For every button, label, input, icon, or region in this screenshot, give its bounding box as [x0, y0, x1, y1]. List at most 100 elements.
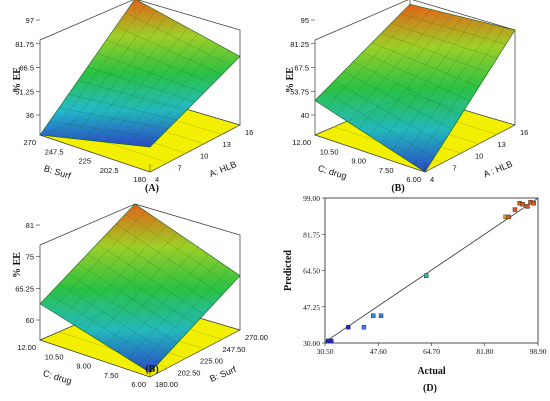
p0-surface-mesh [127, 44, 220, 145]
p0-caption: (A) [145, 183, 159, 194]
p1-y-axis-title: C: drug [317, 163, 348, 181]
p0-x-tick-label: 7 [178, 163, 182, 172]
p0-x-tick-label: 16 [245, 128, 253, 137]
scatter-point [424, 273, 429, 278]
scatter-x-tick-label: 30.50 [317, 347, 334, 356]
p0-surface-mesh [125, 12, 232, 66]
p1-surface-mesh [390, 23, 498, 59]
p1-x-tick-label: 13 [498, 140, 506, 149]
scatter-y-tick-label: 81.75 [303, 230, 320, 239]
scatter-y-tick-label: 99.00 [303, 194, 320, 203]
p1-surface-mesh [369, 16, 463, 137]
p2-y-tick-label: 12.00 [17, 343, 36, 352]
scatter-point [346, 325, 351, 330]
p0-x-tick-label: 13 [223, 140, 231, 149]
p0-z-tick-label: 36 [26, 111, 34, 120]
scatter-x-tick-label: 64.70 [423, 347, 440, 356]
scatter-point [506, 214, 511, 220]
p0-surface-mesh [105, 33, 199, 143]
p2-y-tick-label: 10.50 [45, 352, 64, 361]
p2-z-tick-label: 65.25 [15, 284, 34, 293]
p1-surface-mesh [381, 32, 489, 73]
scatter-y-tick-label: 47.25 [303, 303, 320, 312]
p1-x-tick-label: 7 [453, 163, 457, 172]
scatter-point [378, 313, 384, 318]
p2-x-tick-label: 225.00 [200, 357, 223, 366]
p1-z-tick-label: 53.75 [290, 87, 309, 96]
p1-y-tick-label: 7.50 [379, 166, 394, 175]
p2-x-tick-label: 247.50 [223, 345, 246, 354]
p0-x-tick-label: 10 [200, 152, 208, 161]
scatter-point [329, 338, 334, 344]
p2-caption: (B) [145, 364, 158, 375]
p2-surface-mesh [125, 213, 232, 286]
p2-x-tick-label: 180.00 [155, 380, 178, 389]
scatter-x-tick-label: 98.90 [530, 347, 547, 356]
p2-x-tick-label: 270.00 [245, 333, 268, 342]
p2-y-tick-label: 6.00 [131, 380, 146, 389]
p0-z-axis-title: % EE [12, 67, 23, 93]
scatter-point [531, 201, 536, 206]
scatter-point [512, 207, 518, 212]
p2-surface-mesh [106, 233, 214, 305]
p0-y-tick-label: 247.5 [45, 147, 64, 156]
scatter-x-tick-label: 47.60 [370, 347, 387, 356]
p1-surface-mesh [400, 13, 507, 45]
p1-x-tick-label: 16 [520, 128, 528, 137]
p2-z-tick-label: 75 [26, 253, 34, 262]
scatter-caption: (D) [423, 383, 437, 394]
p0-y-tick-label: 270 [23, 138, 36, 147]
p1-caption: (B) [391, 183, 404, 194]
p2-back-wall-right [134, 203, 241, 330]
p0-surface-mesh [116, 39, 209, 144]
p1-x-axis-title: A : HLB [482, 159, 514, 180]
scatter-point [520, 202, 525, 207]
p0-surface-mesh [138, 50, 230, 146]
p0-surface-mesh [106, 39, 214, 84]
scatter-x-axis-title: Actual [417, 366, 446, 377]
p1-z-tick-label: 81.25 [290, 40, 309, 49]
p1-surface-mesh [391, 22, 484, 151]
p0-z-tick-label: 97 [26, 16, 34, 25]
p2-x-tick-label: 202.50 [178, 368, 201, 377]
p1-z-axis-title: % EE [285, 67, 296, 93]
p2-y-tick-label: 7.50 [104, 371, 119, 380]
p1-y-tick-label: 6.00 [406, 175, 421, 184]
scatter-y-tick-label: 64.50 [303, 267, 320, 276]
scatter-point [371, 313, 376, 318]
p1-z-tick-label: 40 [301, 111, 309, 120]
scatter-reference-line [324, 197, 539, 343]
p1-z-tick-label: 95 [301, 16, 309, 25]
p0-z-tick-label: 66.5 [19, 64, 34, 73]
scatter-x-tick-label: 81.80 [476, 347, 493, 356]
p0-x-tick-label: 4 [155, 175, 159, 184]
scatter-y-tick-label: 30.00 [303, 339, 320, 348]
p0-y-tick-label: 225 [78, 157, 91, 166]
scatter-point [525, 204, 530, 209]
p1-y-tick-label: 12.00 [292, 138, 311, 147]
p2-y-axis-title: C: drug [42, 368, 73, 386]
p0-y-tick-label: 202.5 [100, 166, 119, 175]
p1-z-tick-label: 67.5 [294, 64, 309, 73]
p2-surface-mesh [96, 243, 205, 315]
p0-y-tick-label: 180 [133, 175, 146, 184]
p0-surface [39, 0, 241, 148]
p2-surface-mesh [105, 246, 199, 346]
scatter-point [361, 325, 367, 330]
p2-x-axis-title: B: Surf [208, 364, 238, 384]
p1-surface-mesh [380, 19, 474, 144]
p2-surface-mesh [116, 254, 209, 352]
p2-z-axis-title: % EE [12, 252, 23, 278]
p1-surface [314, 3, 516, 173]
p2-y-tick-label: 9.00 [76, 362, 91, 371]
p2-surface-mesh [138, 268, 230, 366]
p1-surface-mesh [413, 27, 505, 165]
p2-surface-mesh [94, 239, 188, 339]
p1-surface-mesh [402, 24, 495, 158]
p0-z-tick-label: 81.75 [15, 40, 34, 49]
p2-surface-mesh [127, 261, 220, 359]
p0-surface-mesh [96, 53, 205, 93]
p1-y-tick-label: 10.50 [320, 147, 339, 156]
p1-surface-mesh [371, 42, 480, 87]
